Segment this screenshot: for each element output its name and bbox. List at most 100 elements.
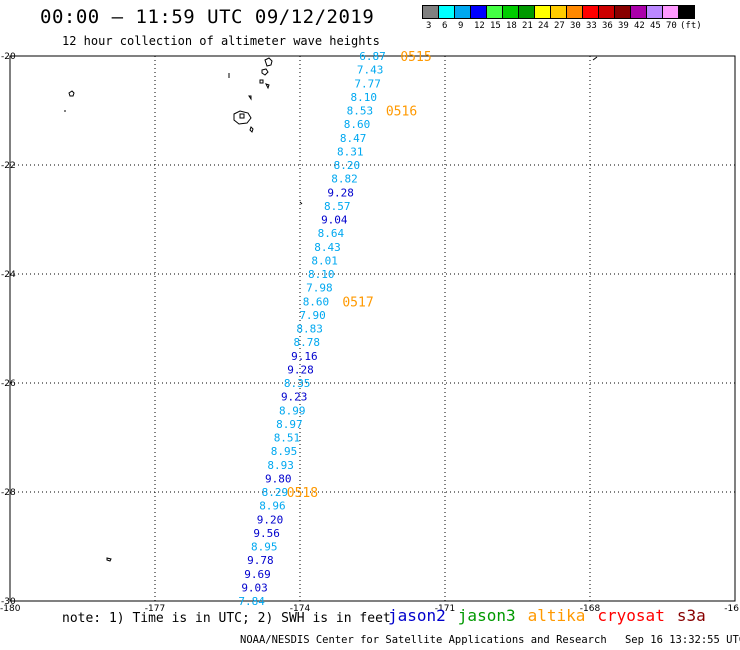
mission-cryosat: cryosat (597, 606, 665, 625)
wave-height-value: 8.29 (262, 486, 289, 499)
legend-value: 3 (426, 21, 432, 31)
legend-value: 18 (506, 21, 517, 31)
longitude-label: -168 (580, 604, 601, 614)
island-shape (265, 83, 270, 90)
legend-value: 27 (554, 21, 565, 31)
wave-height-value: 9.56 (253, 527, 280, 540)
track-time-label: 0516 (386, 105, 417, 120)
wave-height-value: 7.90 (299, 309, 326, 322)
latitude-label: -22 (1, 161, 16, 171)
longitude-label: -180 (0, 604, 21, 614)
legend-value: 45 (650, 21, 661, 31)
island-shape (264, 57, 273, 67)
island-shape (233, 110, 252, 125)
track-time-label: 0518 (287, 486, 318, 501)
longitude-label: -177 (145, 604, 165, 614)
mission-jason2: jason2 (388, 606, 446, 625)
latitude-label: -28 (1, 488, 16, 498)
wave-height-value: 8.99 (279, 404, 306, 417)
legend-value: 6 (442, 21, 448, 31)
wave-height-value: 8.96 (259, 500, 286, 513)
wave-height-legend: 3 6 9 12 15 18 21 24 27 30 33 36 39 42 45 70 (ft) (422, 5, 702, 33)
legend-value: 33 (586, 21, 597, 31)
wave-height-value: 8.10 (351, 91, 378, 104)
wave-height-value: 7.98 (306, 282, 333, 295)
wave-height-value: 8.78 (294, 336, 321, 349)
map-subtitle: 12 hour collection of altimeter wave hei… (62, 34, 380, 48)
legend-labels: 3 6 9 12 15 18 21 24 27 30 33 36 39 42 45 70 (ft) (422, 19, 702, 33)
wave-height-track: 6.877.437.778.108.538.608.478.318.208.82… (238, 50, 385, 608)
legend-value: 39 (618, 21, 629, 31)
wave-height-value: 7.43 (357, 64, 384, 77)
wave-height-value: 9.23 (281, 391, 308, 404)
wave-height-value: 9.80 (265, 472, 292, 485)
island-shape (248, 95, 252, 101)
wave-height-value: 8.93 (267, 459, 294, 472)
wave-height-value: 8.01 (311, 254, 338, 267)
wave-height-value: 8.64 (318, 227, 345, 240)
island-shape (299, 201, 303, 205)
track-time-label: 0515 (400, 50, 431, 65)
mission-s3a: s3a (676, 606, 706, 625)
wave-height-value: 7.84 (238, 595, 265, 608)
legend-value: 9 (458, 21, 464, 31)
track-time-label: 0517 (342, 295, 373, 310)
wave-height-value: 9.04 (321, 214, 348, 227)
latitude-label: -30 (1, 597, 16, 607)
track-time-labels: 0515 0516 0517 0518 (287, 50, 432, 501)
wave-height-value: 8.31 (337, 145, 364, 158)
legend-value: 12 (474, 21, 485, 31)
credit-timestamp: Sep 16 13:32:55 UTC 2019 (624, 634, 740, 646)
mission-altika: altika (527, 606, 586, 625)
wave-height-value: 8.51 (274, 432, 301, 445)
wave-height-value: 9.03 (241, 581, 268, 594)
wave-height-value: 7.77 (354, 77, 381, 90)
credit-agency: NOAA/NESDIS Center for Satellite Applica… (240, 634, 607, 646)
wave-height-value: 8.60 (303, 295, 330, 308)
latitude-label: -26 (1, 379, 16, 389)
graticule (10, 56, 735, 601)
wave-height-value: 8.10 (308, 268, 335, 281)
wave-height-value: 8.47 (340, 132, 367, 145)
wave-height-value: 8.83 (296, 323, 323, 336)
island-shape (259, 79, 264, 84)
legend-unit: (ft) (680, 21, 702, 31)
island-shape (106, 557, 112, 562)
legend-color-bar (422, 5, 695, 19)
island-shape (249, 126, 254, 133)
legend-value: 42 (634, 21, 645, 31)
coastline-islands (64, 56, 598, 562)
map-title: 00:00 – 11:59 UTC 09/12/2019 (40, 6, 375, 28)
wave-height-value: 9.28 (327, 186, 354, 199)
legend-value: 21 (522, 21, 533, 31)
legend-value: 24 (538, 21, 549, 31)
longitude-labels: -180 -177 -174 -171 -168 -16 (0, 604, 739, 614)
mission-jason3: jason3 (457, 606, 516, 625)
latitude-label: -20 (1, 52, 16, 62)
wave-height-value: 9.28 (287, 363, 314, 376)
wave-height-value: 8.43 (314, 241, 341, 254)
wave-height-value: 9.78 (247, 554, 274, 567)
footer-note: note: 1) Time is in UTC; 2) SWH is in fe… (62, 611, 391, 626)
wave-height-value: 8.97 (276, 418, 303, 431)
map-frame (9, 55, 736, 602)
legend-value: 36 (602, 21, 613, 31)
wave-height-value: 8.53 (347, 105, 374, 118)
legend-value: 70 (666, 21, 677, 31)
wave-height-value: 8.60 (344, 118, 371, 131)
wave-height-value: 8.35 (284, 377, 311, 390)
wave-height-value: 8.95 (251, 541, 278, 554)
legend-swatch (678, 5, 695, 19)
island-shape (592, 56, 598, 61)
longitude-label: -16 (724, 604, 739, 614)
island-shape (239, 113, 245, 119)
wave-height-value: 8.57 (324, 200, 351, 213)
wave-height-value: 8.20 (334, 159, 361, 172)
wave-height-value: 6.87 (359, 50, 386, 63)
wave-height-value: 9.16 (291, 350, 318, 363)
wave-height-value: 8.95 (271, 445, 298, 458)
latitude-label: -24 (1, 270, 16, 280)
mission-legend: jason2 jason3 altika cryosat s3a (388, 606, 718, 625)
island-shape (68, 90, 75, 97)
